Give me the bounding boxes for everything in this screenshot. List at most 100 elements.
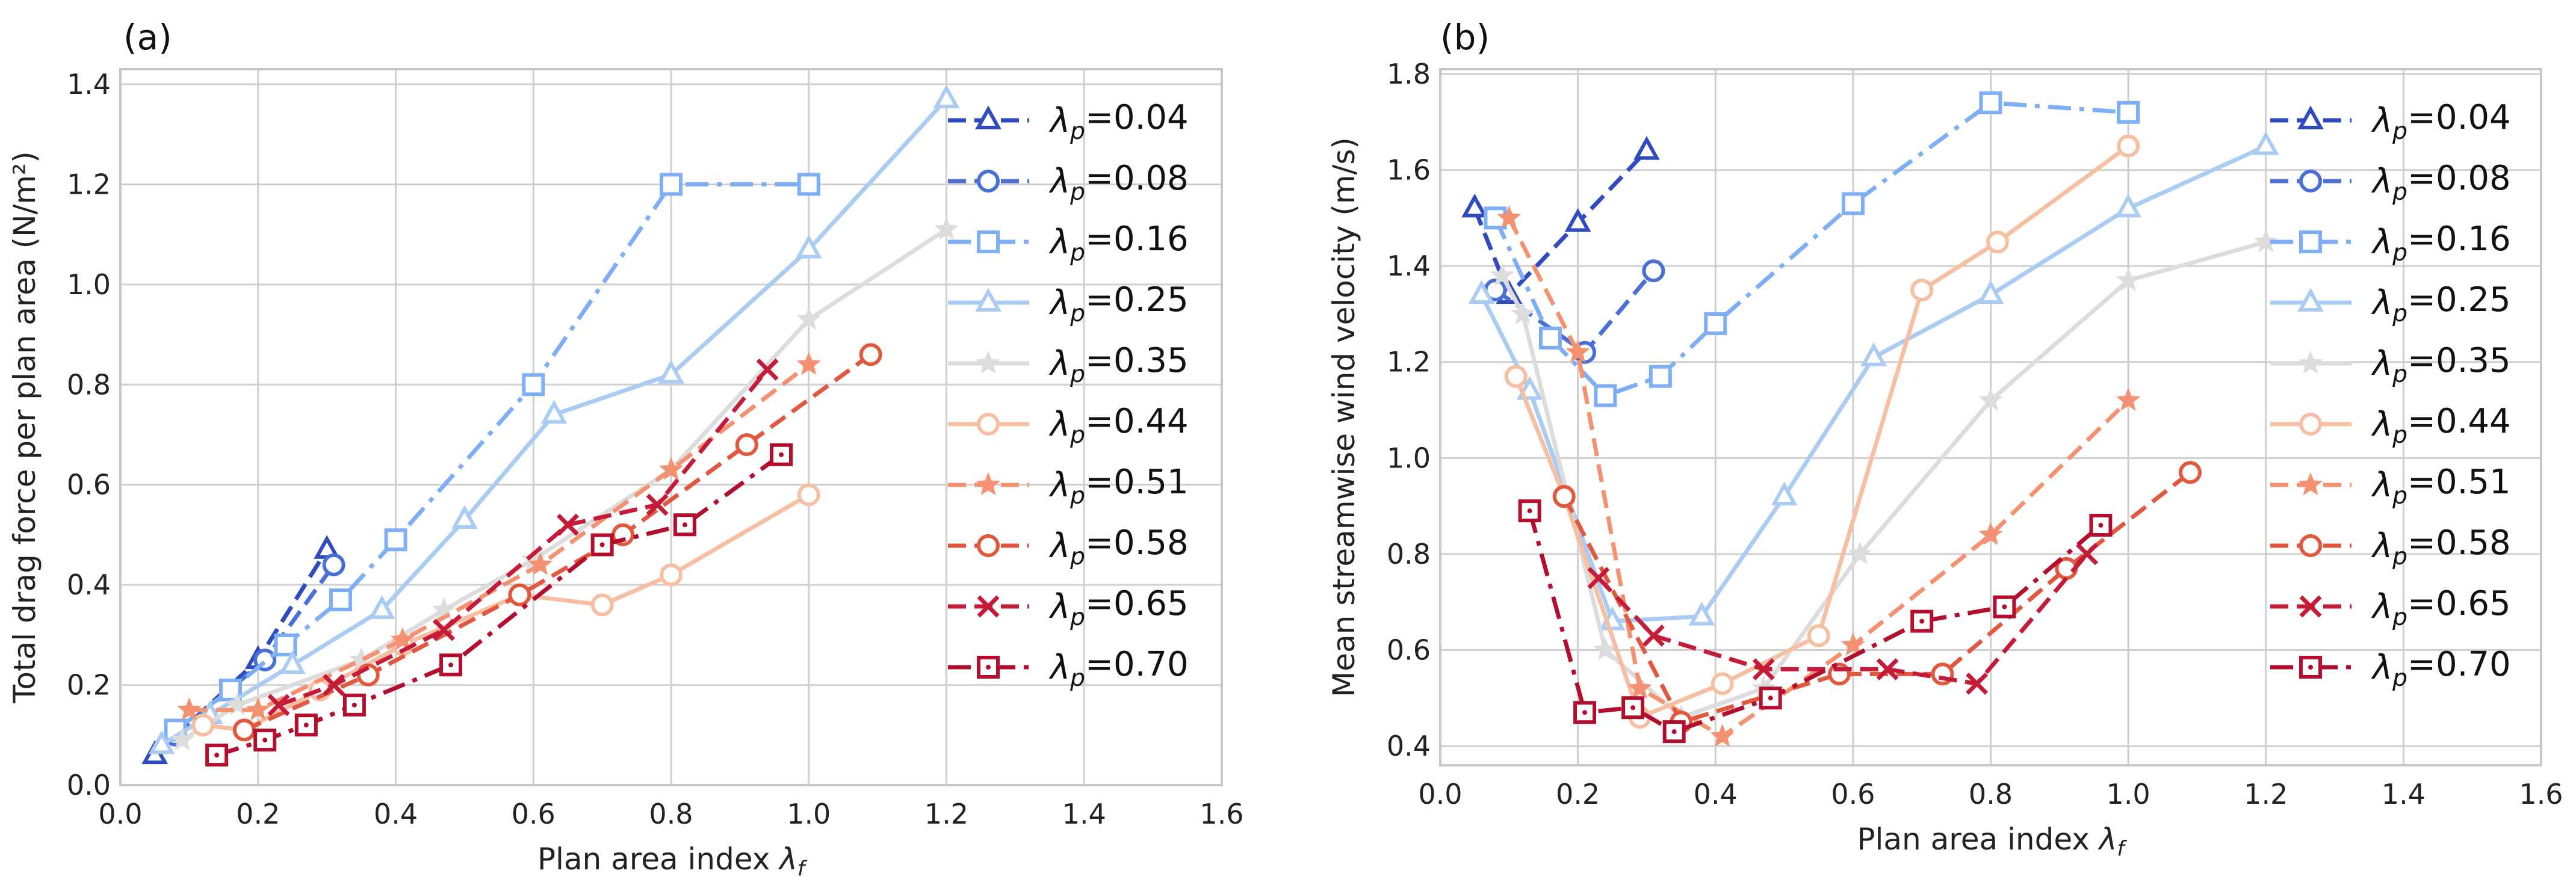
data-point: [2115, 193, 2142, 218]
data-point: [660, 563, 683, 587]
x-tick-label: 0.6: [512, 798, 556, 830]
data-point: [1621, 696, 1645, 720]
y-tick-label: 0.8: [1387, 538, 1431, 570]
data-point: [246, 697, 270, 721]
legend-marker: [975, 288, 1002, 312]
plot-frame: [1439, 68, 2542, 766]
legend-label: λp=0.58: [2371, 523, 2511, 570]
data-point: [2076, 543, 2099, 566]
data-point: [1759, 686, 1782, 710]
legend-marker: [2299, 656, 2322, 679]
x-tick-label: 1.4: [1062, 798, 1106, 830]
data-point: [556, 513, 579, 536]
legend-item: λp=0.35: [2270, 341, 2511, 388]
data-point: [232, 718, 256, 742]
series-line: [174, 182, 809, 732]
data-point: [522, 373, 545, 396]
data-point: [1468, 280, 1495, 304]
data-point: [170, 727, 194, 751]
y-axis-label: Total drag force per plan area (N/m²): [7, 151, 42, 703]
legend-item: λp=0.25: [948, 280, 1189, 327]
y-tick-label: 1.8: [1387, 58, 1431, 90]
legend-marker: [2297, 105, 2324, 129]
series-λp=0.70: [205, 443, 793, 767]
data-point: [1771, 481, 1798, 506]
data-point: [1977, 280, 2004, 304]
data-point: [658, 360, 684, 384]
y-tick-label: 1.2: [67, 168, 111, 200]
data-point: [2179, 461, 2202, 484]
data-point: [279, 650, 306, 674]
data-point: [267, 694, 290, 717]
plot-frame: [119, 68, 1223, 786]
data-point: [1587, 567, 1610, 590]
data-point: [1594, 384, 1617, 407]
data-point: [1876, 658, 1899, 680]
data-point: [1511, 301, 1535, 325]
legend-item: λp=0.04: [948, 98, 1189, 145]
y-tick-label: 1.0: [1387, 442, 1431, 474]
x-tick-label: 0.0: [1418, 778, 1462, 810]
x-tick-label: 0.8: [1969, 778, 2013, 810]
data-point: [322, 553, 345, 576]
data-point: [735, 433, 758, 457]
x-tick-label: 1.2: [924, 798, 968, 830]
series-line: [1472, 149, 1649, 297]
legend-marker: [976, 472, 1001, 496]
data-point: [1662, 720, 1686, 744]
data-point: [294, 714, 318, 737]
x-tick-label: 0.2: [236, 798, 280, 830]
data-point: [2252, 131, 2279, 155]
series-line: [1507, 217, 2130, 739]
y-tick-label: 1.4: [1387, 250, 1431, 282]
series-λp=0.25: [1468, 131, 2279, 631]
data-point: [1807, 624, 1830, 647]
data-point: [934, 217, 959, 240]
legend-label: λp=0.44: [1048, 402, 1189, 449]
y-tick-label: 0.2: [67, 669, 111, 701]
data-point: [2116, 387, 2141, 411]
grid: [1440, 69, 2541, 765]
x-tick-label: 0.4: [374, 798, 418, 830]
data-point: [658, 457, 684, 480]
data-point: [770, 443, 793, 466]
data-point: [2117, 100, 2140, 124]
legend-item: λp=0.25: [2270, 280, 2511, 327]
y-tick-label: 0.8: [67, 368, 111, 401]
y-tick-label: 0.0: [67, 769, 111, 801]
data-point: [451, 505, 478, 529]
data-point: [2089, 514, 2113, 537]
data-point: [274, 633, 297, 656]
data-point: [673, 513, 696, 537]
y-tick-label: 1.4: [67, 68, 111, 100]
legend-item: λp=0.44: [2270, 402, 2511, 449]
data-point: [390, 627, 415, 650]
data-point: [1979, 91, 2002, 114]
legend-marker: [2299, 230, 2322, 253]
data-point: [1993, 595, 2016, 618]
data-point: [590, 533, 614, 557]
data-point: [1484, 206, 1507, 230]
legend-label: λp=0.04: [1048, 98, 1189, 145]
data-point: [859, 343, 882, 366]
legend-item: λp=0.65: [2270, 584, 2511, 631]
data-point: [1538, 326, 1562, 350]
series-λp=0.51: [177, 351, 821, 721]
data-point: [796, 351, 821, 375]
legend-marker: [2298, 350, 2323, 374]
y-tick-label: 1.2: [1387, 346, 1431, 378]
legend-marker: [977, 595, 1000, 618]
data-point: [1910, 609, 1934, 633]
panel-label: (a): [123, 17, 172, 58]
data-point: [1966, 672, 1989, 695]
x-tick-label: 0.6: [1831, 778, 1875, 810]
data-point: [1711, 672, 1734, 695]
data-point: [1633, 136, 1660, 160]
legend-item: λp=0.44: [948, 402, 1189, 449]
legend-label: λp=0.16: [1048, 220, 1189, 267]
data-point: [540, 399, 568, 424]
legend-marker: [2299, 170, 2322, 193]
data-point: [329, 588, 352, 612]
data-point: [433, 618, 456, 641]
legend-item: λp=0.16: [2270, 220, 2511, 267]
